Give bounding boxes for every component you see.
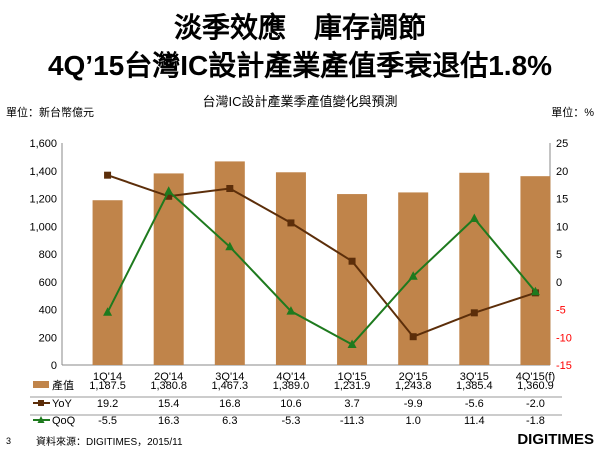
point-qoq — [225, 241, 235, 251]
right-tick-label: -5 — [556, 305, 566, 317]
point-yoy — [409, 333, 417, 341]
table-cell: 1,231.9 — [334, 380, 371, 392]
left-tick-label: 600 — [39, 277, 57, 289]
point-qoq — [164, 186, 174, 195]
legend-key-0 — [33, 381, 49, 388]
left-tick-label: 1,400 — [29, 166, 57, 178]
legend-key-marker — [38, 400, 44, 406]
left-tick-label: 1,200 — [29, 194, 57, 206]
table-cell: 1,389.0 — [273, 380, 310, 392]
x-tick-label: 3Q'15 — [460, 371, 489, 383]
legend-label: 產值 — [52, 378, 74, 392]
point-qoq — [103, 307, 113, 316]
table-cell: 6.3 — [222, 415, 237, 427]
legend-key-marker — [37, 416, 45, 423]
table-cell: 11.4 — [464, 415, 485, 427]
bar — [214, 161, 245, 365]
right-tick-label: 25 — [556, 138, 568, 150]
line-qoq — [106, 189, 537, 346]
left-tick-label: 400 — [39, 305, 57, 317]
table-cell: 16.3 — [158, 415, 179, 427]
right-tick-label: -15 — [556, 360, 572, 372]
right-tick-label: 15 — [556, 194, 568, 206]
table-cell: 1.0 — [406, 415, 421, 427]
x-tick-label: 2Q'15 — [399, 371, 428, 383]
x-tick-label: 4Q'15(f) — [516, 371, 555, 383]
table-cell: 1,467.3 — [211, 380, 248, 392]
point-yoy — [226, 185, 234, 193]
right-axis-unit: 單位：% — [551, 105, 594, 119]
table-cell: 1,243.8 — [395, 380, 432, 392]
point-qoq — [469, 213, 479, 222]
left-tick-label: 1,000 — [29, 221, 57, 233]
table-cell: 1,385.4 — [456, 380, 493, 392]
right-tick-label: 20 — [556, 166, 568, 178]
table-cell: -9.9 — [404, 398, 423, 410]
legend-label: YoY — [52, 398, 72, 410]
point-yoy — [287, 219, 295, 227]
right-tick-label: 0 — [556, 277, 562, 289]
left-tick-label: 1,600 — [29, 138, 57, 150]
bar — [275, 172, 306, 365]
table-cell: 15.4 — [158, 398, 179, 410]
table-cell: -1.8 — [526, 415, 545, 427]
table-cell: -11.3 — [340, 415, 364, 427]
point-yoy — [104, 171, 112, 179]
table-cell: 19.2 — [97, 398, 118, 410]
left-tick-label: 200 — [39, 332, 57, 344]
left-tick-label: 0 — [51, 360, 57, 372]
bar — [92, 200, 123, 365]
right-tick-label: -10 — [556, 332, 572, 344]
point-yoy — [165, 192, 173, 200]
x-tick-label: 2Q'14 — [154, 371, 183, 383]
table-cell: 3.7 — [344, 398, 359, 410]
point-qoq — [347, 339, 357, 348]
line-yoy — [107, 174, 536, 338]
point-qoq — [530, 286, 540, 296]
right-tick-label: 5 — [556, 249, 562, 261]
legend-label: QoQ — [52, 415, 76, 427]
table-cell: 16.8 — [219, 398, 240, 410]
table-cell: 1,187.5 — [89, 380, 126, 392]
point-qoq — [408, 271, 418, 280]
bar — [337, 194, 368, 365]
x-tick-label: 1Q'14 — [93, 371, 122, 383]
table-cell: -5.6 — [465, 398, 484, 410]
table-cell: -2.0 — [526, 398, 545, 410]
table-cell: -5.5 — [98, 415, 117, 427]
x-tick-label: 4Q'14 — [276, 371, 305, 383]
point-yoy — [470, 309, 478, 317]
bar — [520, 176, 551, 365]
x-tick-label: 3Q'14 — [215, 371, 244, 383]
table-cell: 1,360.9 — [517, 380, 554, 392]
source-note: 資料來源：DIGITIMES，2015/11 — [36, 435, 183, 448]
left-axis-unit: 單位：新台幣億元 — [6, 105, 94, 119]
bar — [459, 172, 490, 365]
page-number: 3 — [6, 436, 11, 446]
x-tick-label: 1Q'15 — [338, 371, 367, 383]
slide-title-line2: 4Q’15台灣IC設計產業產值季衰退估1.8% — [47, 50, 553, 81]
table-cell: 1,380.8 — [150, 380, 187, 392]
digitimes-logo: DIGITIMES — [517, 431, 594, 448]
point-qoq — [286, 306, 296, 315]
point-yoy — [348, 257, 356, 265]
bar — [153, 173, 184, 365]
table-cell: 10.6 — [280, 398, 301, 410]
left-tick-label: 800 — [39, 249, 57, 261]
table-cell: -5.3 — [281, 415, 300, 427]
chart-title: 台灣IC設計產業季產值變化與預測 — [202, 94, 397, 109]
slide-title-line1: 淡季效應 庫存調節 — [173, 12, 426, 43]
right-tick-label: 10 — [556, 221, 568, 233]
